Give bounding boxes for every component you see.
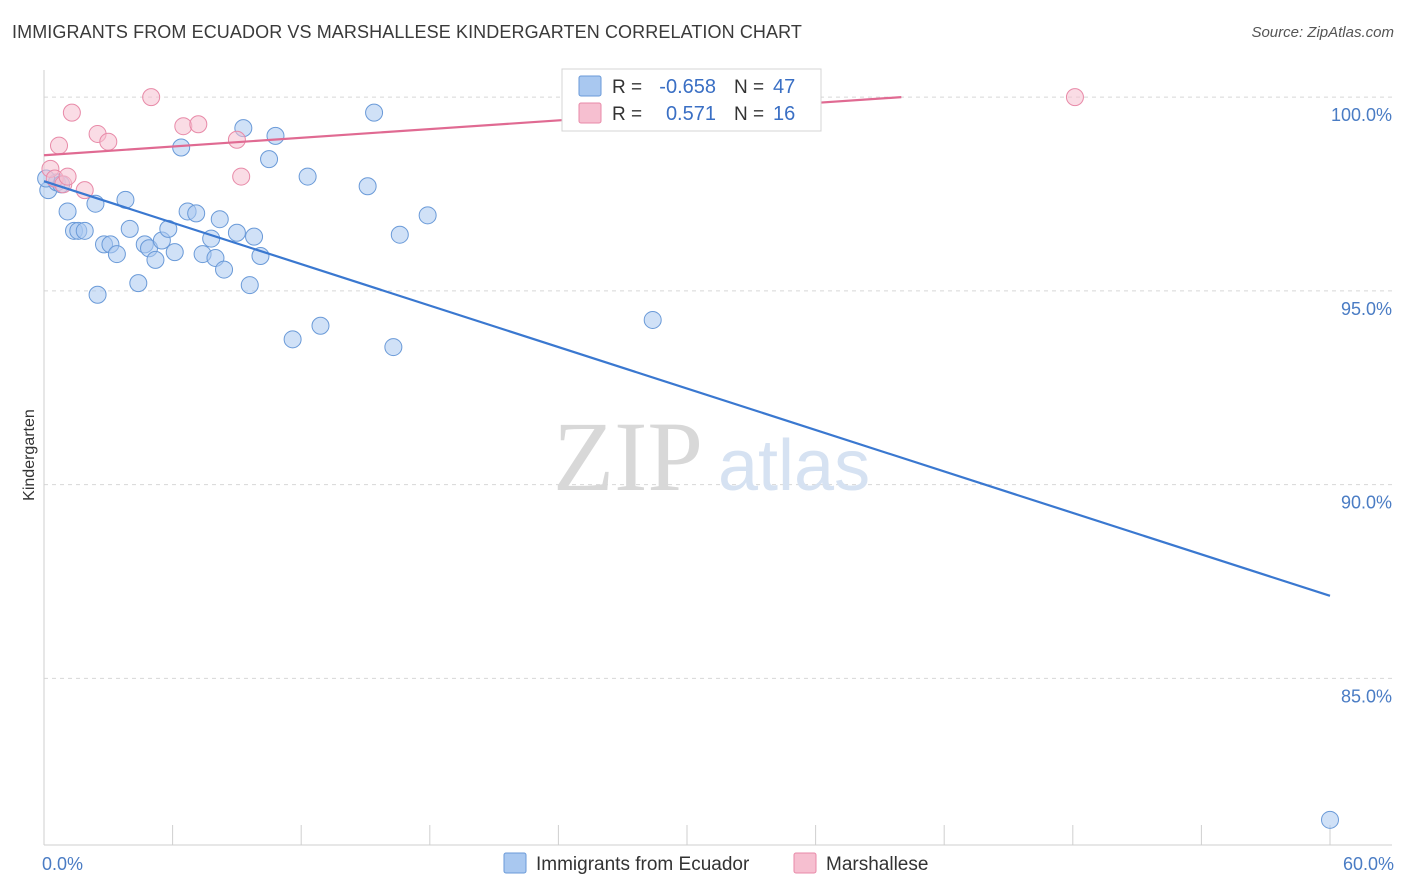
ecuador-point-17 [146, 250, 165, 269]
ecuador-point-31 [240, 276, 259, 295]
stats-r-label-marshallese: R = [612, 104, 642, 125]
y-tick-labels: 100.0% 95.0% 90.0% 85.0% [1331, 105, 1392, 706]
ecuador-point-11 [107, 245, 126, 264]
stats-n-value-marshallese: 16 [773, 103, 795, 125]
marshallese-point-8 [99, 132, 118, 151]
ecuador-point-40 [365, 103, 384, 122]
ecuador-point-34 [260, 150, 279, 169]
ecuador-point-37 [298, 167, 317, 186]
stats-swatch-ecuador [578, 75, 602, 97]
watermark-zip: ZIP [553, 401, 703, 512]
bottom-legend: Immigrants from Ecuador Marshallese [503, 852, 928, 875]
watermark-atlas: atlas [718, 426, 870, 506]
y-tick-label-2: 90.0% [1341, 493, 1392, 513]
ecuador-point-20 [165, 243, 184, 262]
marshallese-point-13 [232, 167, 251, 186]
ecuador-point-32 [245, 227, 264, 246]
ecuador-point-29 [227, 223, 246, 242]
trend-line-ecuador [43, 180, 1331, 597]
ecuador-point-28 [215, 260, 234, 279]
ecuador-point-36 [283, 330, 302, 349]
y-tick-label-1: 95.0% [1341, 299, 1392, 319]
ecuador-point-44 [643, 310, 662, 329]
legend-swatch-marshallese [793, 852, 817, 874]
ecuador-point-35 [266, 126, 285, 145]
chart-source: Source: ZipAtlas.com [1251, 24, 1394, 41]
stats-n-label-marshallese: N = [734, 104, 764, 125]
marshallese-point-12 [227, 130, 246, 149]
stats-swatch-marshallese [578, 102, 602, 124]
marshallese-point-15 [1065, 88, 1084, 107]
watermark: ZIP atlas [553, 401, 870, 512]
ecuador-point-42 [390, 225, 409, 244]
stats-r-value-marshallese: 0.571 [666, 103, 716, 125]
y-tick-label-3: 85.0% [1341, 686, 1392, 706]
ecuador-point-21 [172, 138, 191, 157]
stats-legend-box: R = -0.658 N = 47 R = 0.571 N = 16 [561, 68, 822, 132]
marshallese-point-5 [62, 103, 81, 122]
series-ecuador-points [37, 103, 1339, 829]
ecuador-point-27 [210, 210, 229, 229]
ecuador-point-45 [1321, 810, 1339, 829]
marshallese-point-2 [50, 136, 69, 155]
x-tick-label-0: 0.0% [42, 854, 83, 874]
stats-n-value-ecuador: 47 [773, 76, 795, 98]
marshallese-point-9 [142, 88, 161, 107]
ecuador-point-38 [311, 316, 330, 335]
chart-title: IMMIGRANTS FROM ECUADOR VS MARSHALLESE K… [12, 22, 803, 42]
ecuador-point-8 [88, 285, 107, 304]
marshallese-point-6 [75, 181, 94, 200]
stats-r-label-ecuador: R = [612, 77, 642, 98]
stats-n-label-ecuador: N = [734, 77, 764, 98]
ecuador-point-43 [418, 206, 437, 225]
x-tick-labels: 0.0% 60.0% [42, 854, 1394, 874]
legend-label-marshallese: Marshallese [826, 854, 928, 875]
marshallese-point-11 [189, 115, 208, 134]
ecuador-point-41 [384, 338, 403, 357]
ecuador-point-13 [120, 219, 139, 238]
marshallese-point-10 [174, 117, 193, 136]
ecuador-point-6 [75, 221, 94, 240]
legend-swatch-ecuador [503, 852, 527, 874]
ecuador-point-39 [358, 177, 377, 196]
marshallese-point-4 [58, 167, 77, 186]
ecuador-point-14 [129, 274, 148, 293]
gridlines [44, 96, 1392, 679]
axes [43, 70, 1392, 846]
x-tick-label-1: 60.0% [1343, 854, 1394, 874]
stats-r-value-ecuador: -0.658 [659, 76, 716, 98]
ecuador-point-23 [187, 204, 206, 223]
y-tick-label-0: 100.0% [1331, 105, 1392, 125]
ecuador-point-3 [58, 202, 77, 221]
y-axis-label: Kindergarten [21, 409, 38, 501]
legend-label-ecuador: Immigrants from Ecuador [536, 854, 750, 875]
